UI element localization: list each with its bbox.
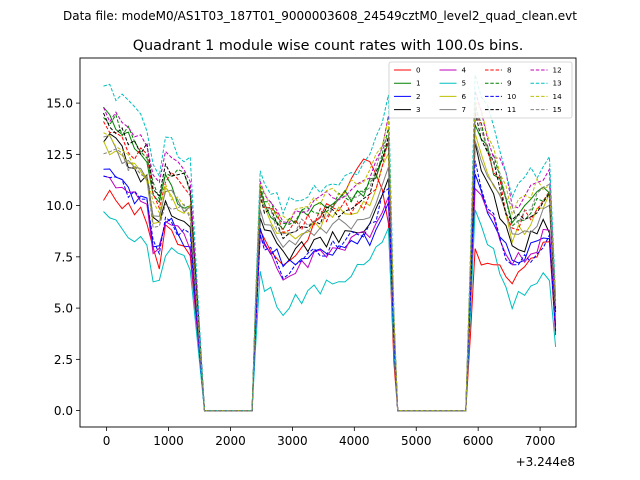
legend-box bbox=[388, 61, 573, 119]
x-tick-label: 0 bbox=[103, 434, 111, 448]
series-line-13 bbox=[103, 74, 557, 412]
legend-label: 0 bbox=[416, 66, 421, 75]
y-tick-label: 7.5 bbox=[54, 250, 73, 264]
x-tick-label: 6000 bbox=[463, 434, 494, 448]
x-tick-label: 2000 bbox=[215, 434, 246, 448]
legend-label: 5 bbox=[462, 79, 467, 88]
legend-label: 10 bbox=[507, 92, 517, 101]
legend-label: 1 bbox=[416, 79, 421, 88]
x-tick-label: 4000 bbox=[339, 434, 370, 448]
y-tick-label: 2.5 bbox=[54, 353, 73, 367]
series-line-10 bbox=[103, 160, 557, 412]
chart-title: Quadrant 1 module wise count rates with … bbox=[133, 38, 524, 54]
legend-label: 2 bbox=[416, 92, 421, 101]
x-tick-label: 1000 bbox=[153, 434, 184, 448]
legend-label: 4 bbox=[462, 66, 467, 75]
series-line-9 bbox=[103, 108, 557, 412]
series-line-8 bbox=[103, 114, 557, 412]
legend-label: 8 bbox=[507, 66, 512, 75]
legend-label: 13 bbox=[553, 79, 562, 88]
y-tick-label: 15.0 bbox=[46, 97, 73, 111]
series-layer bbox=[103, 74, 557, 412]
legend-label: 9 bbox=[507, 79, 512, 88]
y-tick-label: 12.5 bbox=[46, 148, 73, 162]
series-line-11 bbox=[103, 111, 557, 412]
legend-label: 12 bbox=[553, 66, 562, 75]
series-line-7 bbox=[103, 134, 557, 412]
plot-frame bbox=[79, 57, 577, 428]
x-tick-label: 3000 bbox=[277, 434, 308, 448]
legend-label: 6 bbox=[462, 92, 467, 101]
series-line-14 bbox=[103, 99, 557, 412]
legend-label: 3 bbox=[416, 105, 421, 114]
x-offset-label: +3.244e8 bbox=[516, 455, 575, 469]
legend-label: 14 bbox=[553, 92, 563, 101]
series-line-5 bbox=[103, 209, 557, 412]
series-line-3 bbox=[103, 133, 557, 412]
series-line-0 bbox=[103, 158, 557, 412]
x-tick-label: 7000 bbox=[525, 434, 556, 448]
legend-label: 15 bbox=[553, 105, 562, 114]
figure-suptitle: Data file: modeM0/AS1T03_187T01_90000036… bbox=[63, 9, 577, 23]
y-tick-label: 10.0 bbox=[46, 199, 73, 213]
axes-layer: 0 1000 2000 3000 4000 5000 6000 7000 0.0 2.5 5.0 7.… bbox=[46, 97, 555, 448]
legend-label: 11 bbox=[507, 105, 516, 114]
y-tick-label: 0.0 bbox=[54, 404, 73, 418]
series-line-1 bbox=[103, 106, 557, 412]
y-tick-label: 5.0 bbox=[54, 302, 73, 316]
legend-label: 7 bbox=[462, 105, 467, 114]
x-tick-label: 5000 bbox=[401, 434, 432, 448]
